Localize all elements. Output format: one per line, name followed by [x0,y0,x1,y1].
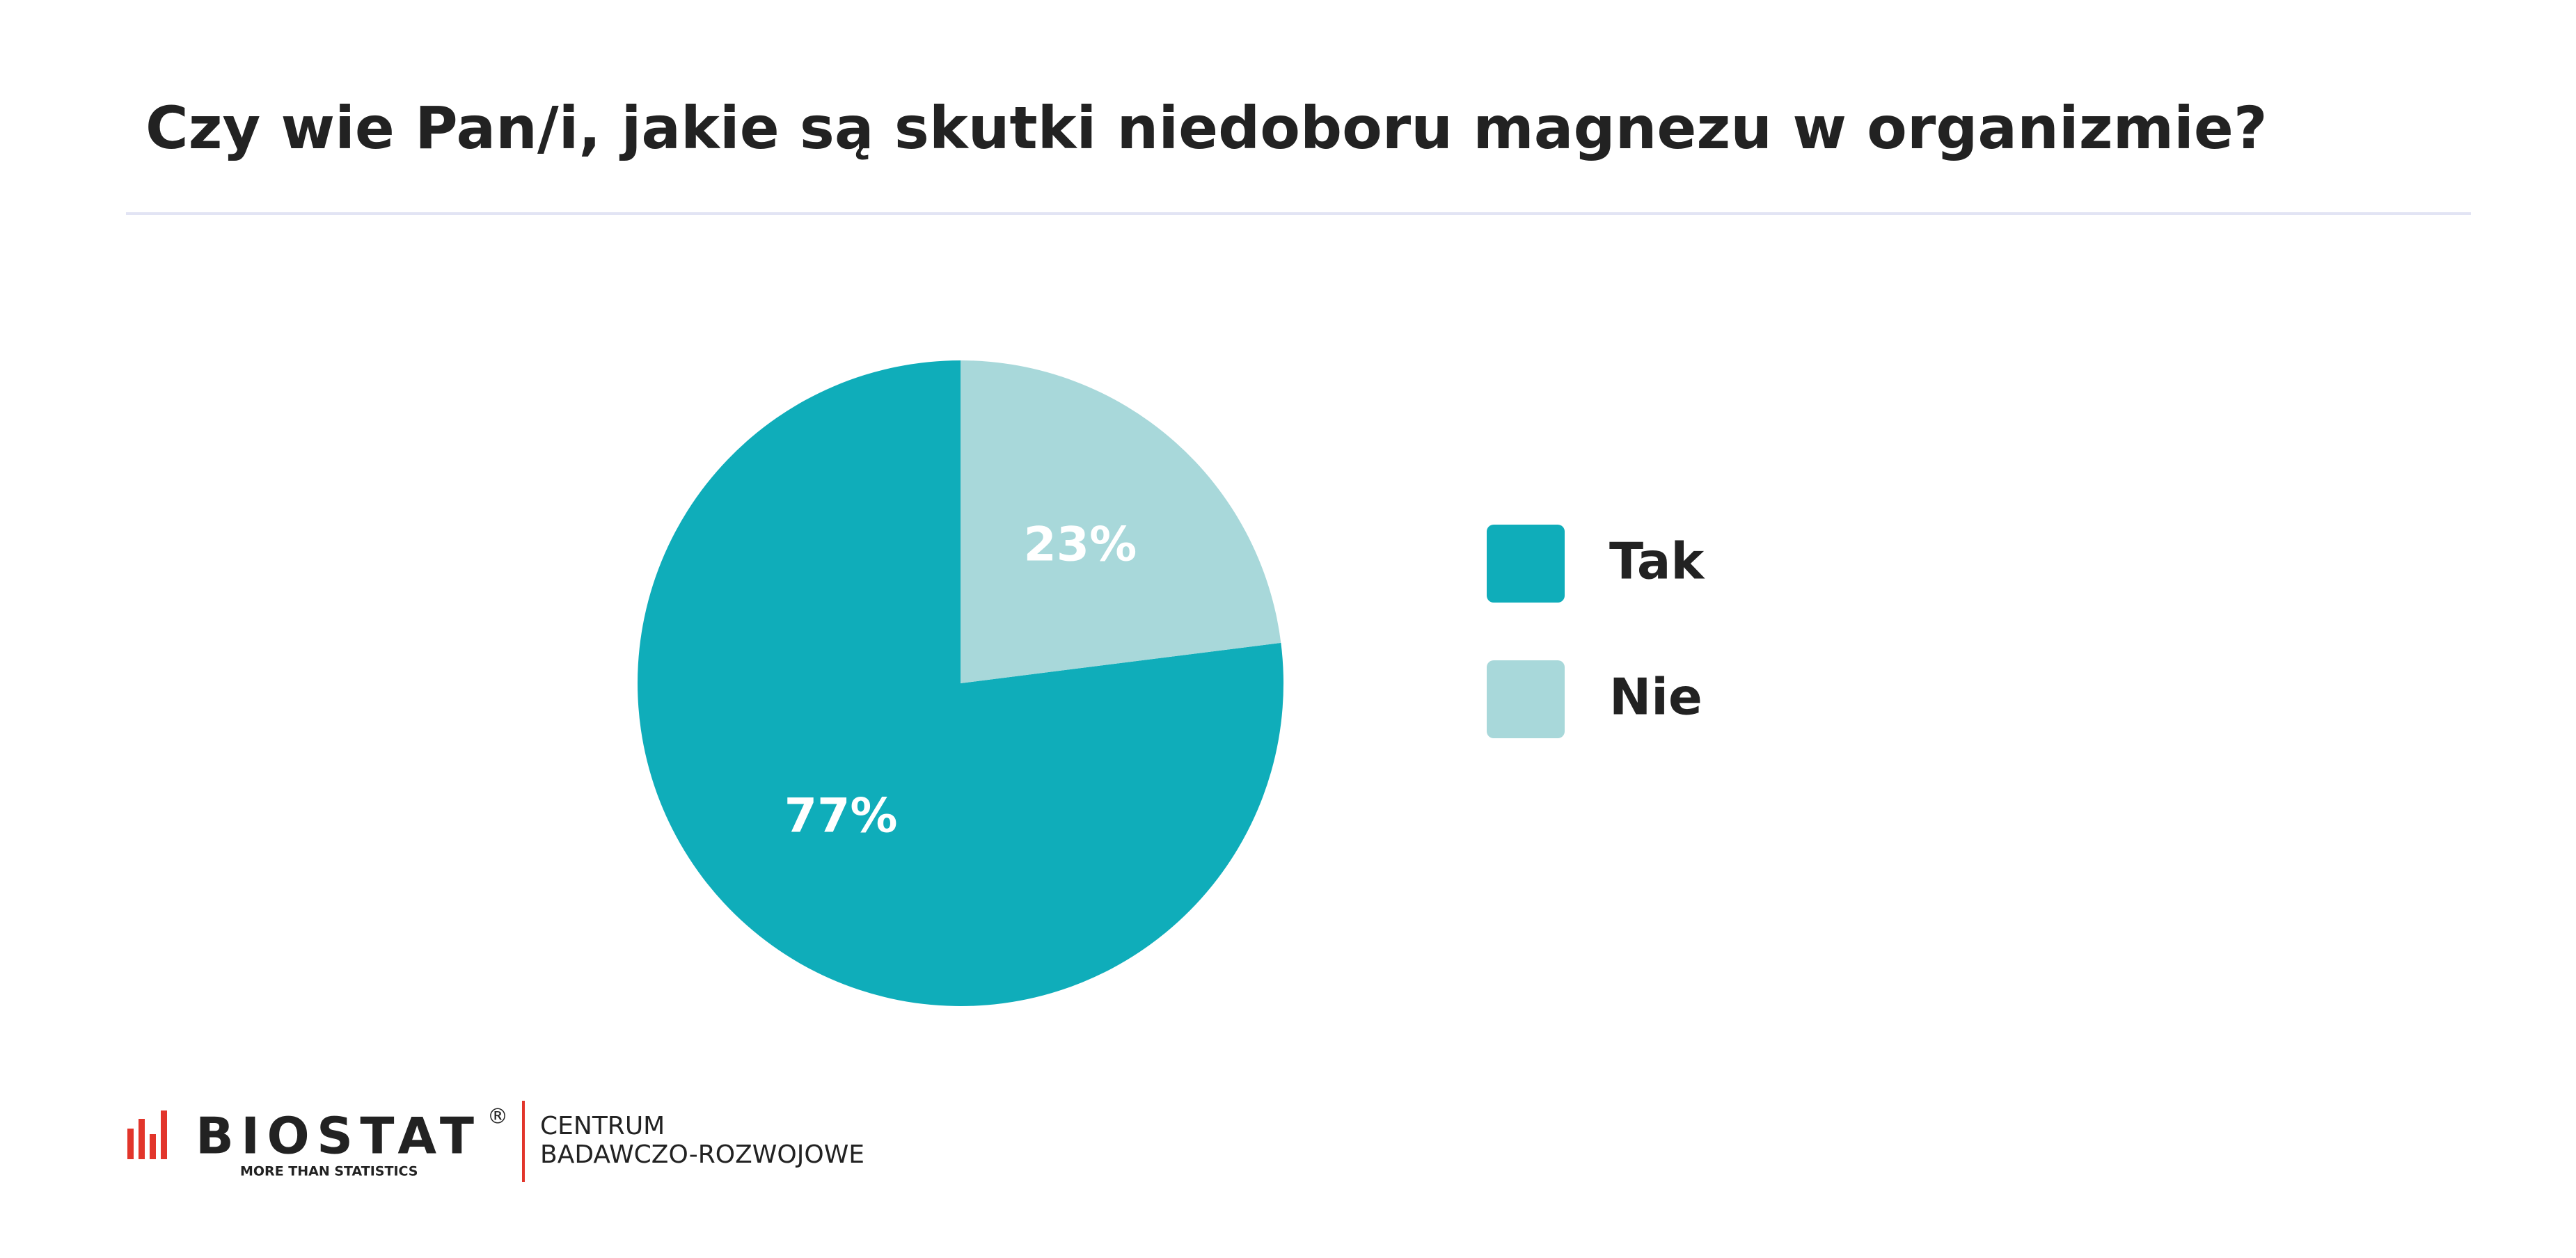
pie-slice [961,360,1281,683]
data-label: 23% [1023,518,1137,573]
chart-title: Czy wie Pan/i, jakie są skutki niedoboru… [145,94,2268,162]
logo-bar [161,1110,167,1159]
logo-unit-line1: CENTRUM [540,1112,665,1140]
legend-swatch [1487,525,1565,603]
logo-registered: ® [487,1105,508,1129]
logo-brand: BIOSTAT [196,1107,474,1165]
legend-label: Tak [1609,532,1705,591]
legend-swatch [1487,660,1565,738]
logo-bar [139,1119,145,1159]
logo: BIOSTAT ® MORE THAN STATISTICS CENTRUM B… [127,1101,864,1182]
legend-label: Nie [1609,668,1702,726]
logo-tagline: MORE THAN STATISTICS [240,1164,418,1179]
data-label: 77% [784,788,898,843]
pie-slice [637,360,1283,1006]
logo-bar [127,1129,134,1159]
logo-unit-line2: BADAWCZO-ROZWOJOWE [540,1140,864,1169]
logo-bar [150,1134,156,1159]
